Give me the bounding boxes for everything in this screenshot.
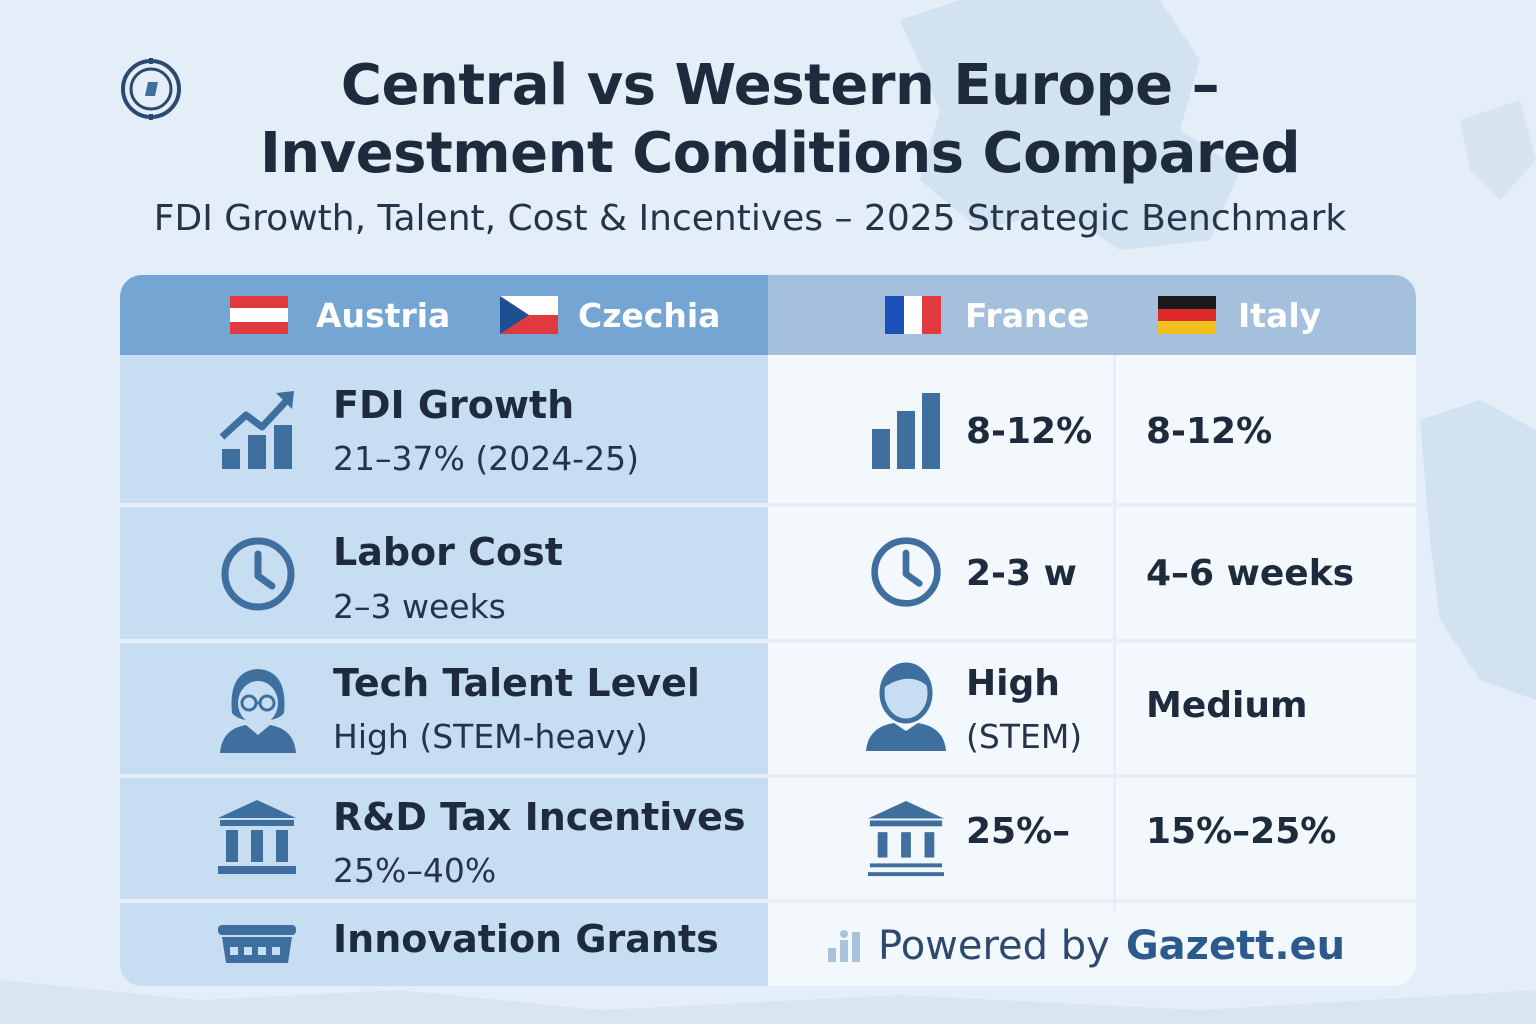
page-title: Central vs Western Europe – Investment C… — [259, 53, 1301, 186]
france-value: High — [966, 663, 1060, 704]
clock-icon — [221, 537, 295, 611]
country-france: France — [885, 275, 1089, 355]
czechia-flag-icon — [500, 296, 558, 334]
italy-value: Medium — [1146, 685, 1308, 726]
metric-central-value: 2–3 weeks — [333, 587, 506, 626]
page-subtitle: FDI Growth, Talent, Cost & Incentives – … — [153, 198, 1347, 239]
metric-central-value: High (STEM-heavy) — [333, 717, 648, 756]
powered-by-text: Powered by — [878, 923, 1110, 969]
metric-name: Tech Talent Level — [333, 661, 700, 705]
bank-icon — [867, 800, 945, 877]
austria-flag-icon — [230, 296, 288, 334]
metric-central-value: 21–37% (2024-25) — [333, 439, 639, 478]
country-name: Italy — [1238, 295, 1322, 335]
bank-icon — [218, 800, 296, 874]
metric-name: Innovation Grants — [333, 917, 719, 961]
metric-central-value: 25%–40% — [333, 851, 497, 890]
country-name: France — [965, 295, 1090, 335]
powered-by: Powered by Gazett.eu — [828, 923, 1345, 969]
grant-box-icon — [218, 925, 296, 963]
italy-value: 15%–25% — [1146, 811, 1337, 852]
row-divider — [120, 774, 1416, 778]
western-header — [768, 275, 1416, 355]
growth-chart-icon — [219, 391, 294, 469]
column-divider — [1113, 355, 1116, 911]
row-divider — [120, 503, 1416, 507]
france-value: 25%– — [966, 811, 1071, 852]
france-flag-icon — [885, 296, 941, 334]
country-name: Austria — [316, 295, 451, 335]
row-divider — [120, 899, 1416, 903]
metric-name: FDI Growth — [333, 383, 575, 427]
person-glasses-icon — [220, 669, 296, 753]
clock-icon — [871, 537, 941, 607]
bar-chart-icon — [872, 393, 940, 469]
france-value: 8-12% — [966, 411, 1093, 452]
france-subvalue: (STEM) — [966, 717, 1083, 756]
country-name: Czechia — [578, 295, 721, 335]
brand-link[interactable]: Gazett.eu — [1125, 923, 1346, 969]
italy-value: 4–6 weeks — [1146, 553, 1355, 594]
central-header — [120, 275, 768, 355]
country-czechia: Czechia — [500, 275, 720, 355]
metric-name: R&D Tax Incentives — [333, 795, 746, 839]
metric-name: Labor Cost — [333, 530, 563, 574]
compass-icon — [121, 58, 181, 120]
italy-value: 8-12% — [1146, 411, 1273, 452]
country-italy: Italy — [1158, 275, 1321, 355]
italy-flag-icon — [1158, 296, 1216, 334]
france-value: 2-3 w — [966, 553, 1077, 594]
country-austria: Austria — [230, 275, 450, 355]
person-icon — [866, 662, 946, 751]
small-bars-icon — [828, 930, 860, 962]
row-divider — [120, 639, 1416, 643]
comparison-table: Austria Czechia France Italy — [120, 275, 1416, 986]
